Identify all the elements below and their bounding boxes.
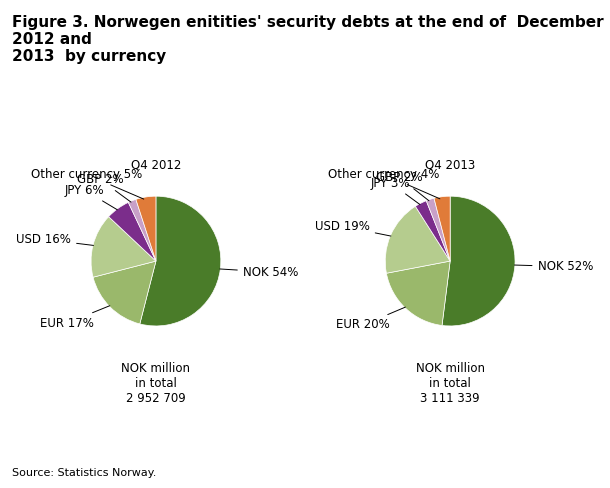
- Wedge shape: [109, 203, 156, 261]
- Text: Other currency 5%: Other currency 5%: [31, 168, 144, 199]
- Wedge shape: [136, 196, 156, 261]
- Text: NOK million
in total
3 111 339: NOK million in total 3 111 339: [415, 362, 485, 405]
- Text: EUR 17%: EUR 17%: [40, 305, 110, 329]
- Wedge shape: [91, 217, 156, 277]
- Text: GBP 2%: GBP 2%: [77, 173, 131, 202]
- Wedge shape: [386, 206, 450, 273]
- Wedge shape: [434, 196, 450, 261]
- Wedge shape: [128, 200, 156, 261]
- Text: NOK 52%: NOK 52%: [514, 260, 593, 273]
- Title: Q4 2013: Q4 2013: [425, 159, 475, 172]
- Wedge shape: [93, 261, 156, 324]
- Wedge shape: [140, 196, 221, 326]
- Text: USD 19%: USD 19%: [315, 220, 391, 236]
- Wedge shape: [415, 201, 450, 261]
- Text: Source: Statistics Norway.: Source: Statistics Norway.: [12, 468, 157, 478]
- Text: EUR 20%: EUR 20%: [337, 307, 406, 331]
- Text: GBP 2%: GBP 2%: [376, 171, 429, 201]
- Wedge shape: [426, 198, 450, 261]
- Wedge shape: [386, 261, 450, 325]
- Text: NOK million
in total
2 952 709: NOK million in total 2 952 709: [121, 362, 190, 405]
- Text: USD 16%: USD 16%: [16, 233, 93, 246]
- Text: JPY 3%: JPY 3%: [371, 177, 420, 204]
- Wedge shape: [442, 196, 515, 326]
- Text: Figure 3. Norwegen enitities' security debts at the end of  December 2012 and
20: Figure 3. Norwegen enitities' security d…: [12, 15, 604, 64]
- Title: Q4 2012: Q4 2012: [131, 159, 181, 172]
- Text: JPY 6%: JPY 6%: [65, 183, 117, 210]
- Text: NOK 54%: NOK 54%: [220, 265, 298, 279]
- Text: Other currency 4%: Other currency 4%: [328, 168, 440, 199]
